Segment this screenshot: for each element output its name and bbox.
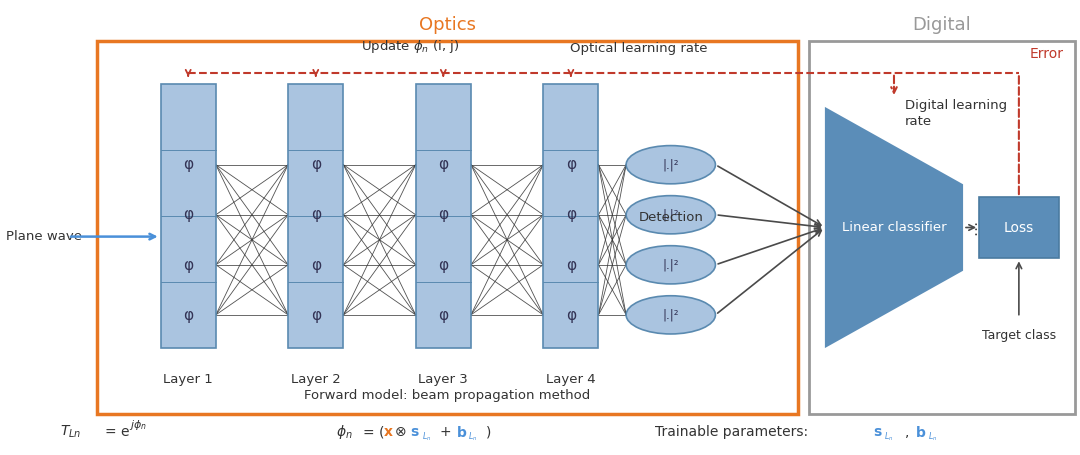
FancyBboxPatch shape (161, 84, 216, 348)
FancyBboxPatch shape (288, 84, 343, 348)
Text: Error: Error (1029, 47, 1064, 61)
FancyBboxPatch shape (980, 197, 1058, 258)
Text: φ: φ (184, 258, 193, 273)
Text: $\mathbf{b}$: $\mathbf{b}$ (915, 425, 927, 440)
Circle shape (626, 196, 715, 234)
Text: $_{L_n}$: $_{L_n}$ (928, 430, 937, 444)
Text: |.|²: |.|² (662, 208, 679, 221)
Text: Detection: Detection (638, 211, 703, 224)
Text: |.|²: |.|² (662, 258, 679, 271)
Text: +: + (441, 425, 456, 439)
Text: φ: φ (438, 207, 448, 222)
Text: Optical learning rate: Optical learning rate (570, 41, 707, 55)
Text: x: x (383, 425, 393, 439)
Text: Digital learning
rate: Digital learning rate (905, 99, 1007, 128)
Text: ,: , (905, 425, 909, 439)
Text: φ: φ (566, 258, 576, 273)
Text: ⊗: ⊗ (394, 425, 406, 439)
Circle shape (626, 146, 715, 184)
Text: $\mathbf{b}$: $\mathbf{b}$ (456, 425, 468, 440)
Text: φ: φ (311, 258, 321, 273)
Text: Linear classifier: Linear classifier (841, 221, 946, 234)
Text: $_{L_n}$: $_{L_n}$ (885, 430, 894, 444)
FancyBboxPatch shape (416, 84, 471, 348)
Text: φ: φ (438, 258, 448, 273)
Text: $T_{Ln}$: $T_{Ln}$ (59, 424, 81, 440)
Text: φ: φ (311, 207, 321, 222)
Text: φ: φ (184, 157, 193, 172)
FancyBboxPatch shape (97, 41, 798, 414)
Text: Plane wave: Plane wave (5, 230, 82, 243)
Text: Trainable parameters:: Trainable parameters: (654, 425, 812, 439)
Text: $\mathbf{s}$: $\mathbf{s}$ (873, 425, 882, 439)
Text: Forward model: beam propagation method: Forward model: beam propagation method (305, 389, 591, 402)
Text: φ: φ (438, 157, 448, 172)
Text: $_{L_n}$: $_{L_n}$ (422, 430, 432, 444)
Text: φ: φ (311, 308, 321, 323)
Text: φ: φ (566, 157, 576, 172)
Text: $\phi_n$: $\phi_n$ (336, 423, 353, 441)
Text: φ: φ (184, 207, 193, 222)
Polygon shape (825, 107, 963, 348)
Text: φ: φ (566, 308, 576, 323)
Text: Layer 3: Layer 3 (418, 373, 469, 386)
Text: ⋯: ⋯ (969, 220, 984, 235)
Text: Optics: Optics (419, 16, 476, 34)
Text: = e: = e (105, 425, 130, 439)
Text: Target class: Target class (982, 329, 1056, 342)
Text: Layer 4: Layer 4 (546, 373, 596, 386)
Circle shape (626, 246, 715, 284)
Text: Layer 1: Layer 1 (163, 373, 213, 386)
Text: $j\phi_n$: $j\phi_n$ (129, 419, 147, 432)
Text: Layer 2: Layer 2 (291, 373, 340, 386)
Text: φ: φ (438, 308, 448, 323)
Text: |.|²: |.|² (662, 308, 679, 321)
Text: φ: φ (566, 207, 576, 222)
Text: $_{L_n}$: $_{L_n}$ (468, 430, 477, 444)
Text: φ: φ (184, 308, 193, 323)
Text: φ: φ (311, 157, 321, 172)
Text: $\mathbf{s}$: $\mathbf{s}$ (410, 425, 420, 439)
Text: Digital: Digital (913, 16, 971, 34)
Circle shape (626, 296, 715, 334)
FancyBboxPatch shape (809, 41, 1075, 414)
Text: ): ) (486, 425, 491, 439)
Text: Update $\phi_n$ (i, j): Update $\phi_n$ (i, j) (361, 38, 459, 55)
Text: = (: = ( (363, 425, 384, 439)
Text: Loss: Loss (1003, 221, 1034, 234)
Text: |.|²: |.|² (662, 158, 679, 171)
FancyBboxPatch shape (543, 84, 598, 348)
